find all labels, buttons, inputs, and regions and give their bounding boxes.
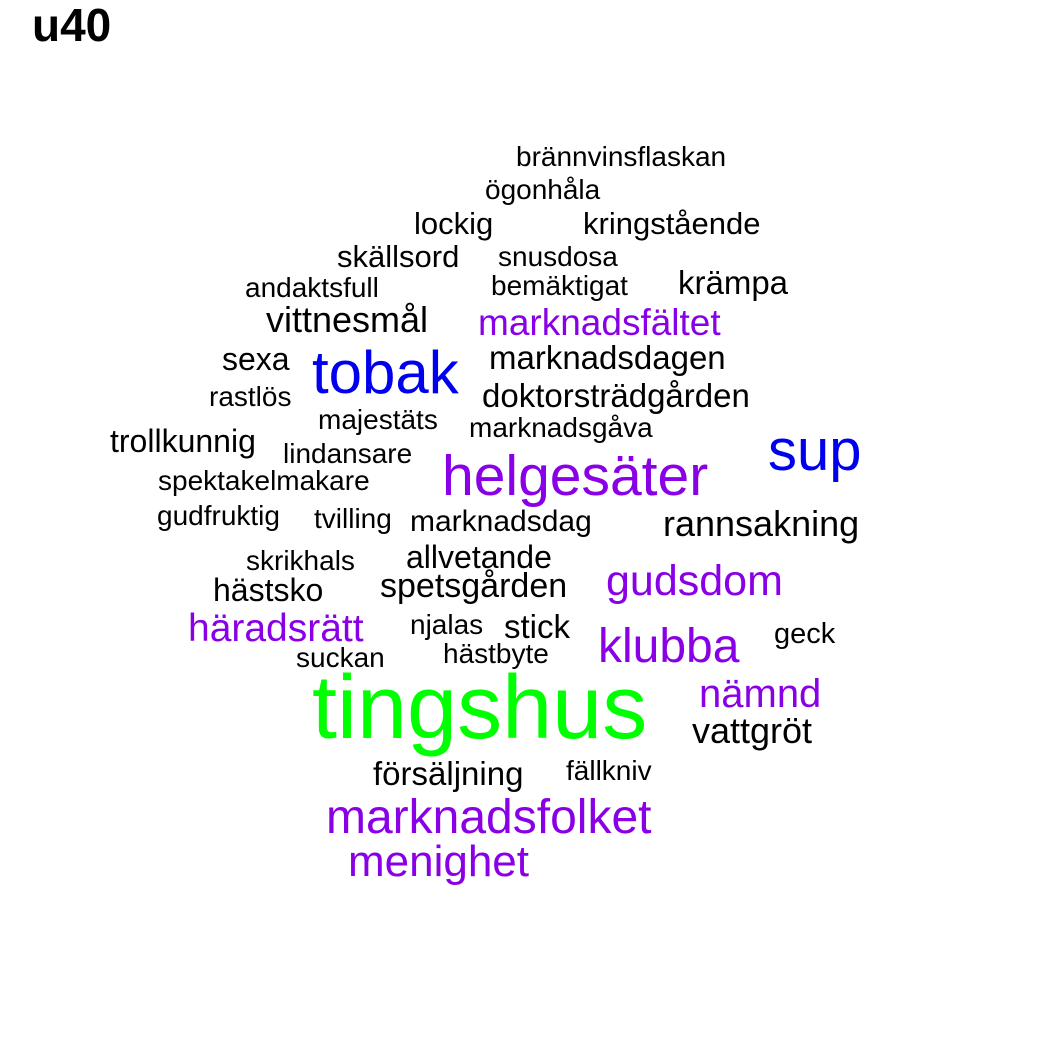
cloud-word: lindansare [283, 438, 413, 469]
cloud-word: gudsdom [606, 557, 783, 605]
cloud-word: spetsgården [380, 567, 568, 605]
cloud-word: skällsord [337, 239, 460, 274]
cloud-word: försäljning [373, 755, 524, 792]
cloud-word: trollkunnig [110, 423, 256, 459]
cloud-word: marknadsfolket [326, 791, 652, 844]
cloud-word: ögonhåla [485, 174, 601, 205]
cloud-word: snusdosa [498, 241, 618, 272]
cloud-word: doktorsträdgården [482, 377, 750, 414]
cloud-word: rannsakning [663, 503, 860, 544]
cloud-word: bemäktigat [491, 270, 628, 301]
cloud-word: tingshus [312, 658, 648, 758]
cloud-word: stick [504, 608, 570, 645]
cloud-word: häradsrätt [188, 607, 364, 650]
cloud-word: lockig [414, 206, 494, 241]
chart-title: u40 [32, 0, 112, 51]
cloud-word: sup [768, 418, 862, 483]
cloud-word: hästbyte [443, 638, 549, 669]
cloud-word: skrikhals [246, 545, 355, 576]
cloud-word: allvetande [406, 539, 552, 575]
cloud-word: vattgröt [692, 710, 813, 751]
cloud-word: marknadsdag [410, 505, 592, 538]
cloud-word: njalas [410, 609, 484, 640]
cloud-word: kringstående [583, 206, 761, 241]
cloud-word: klubba [598, 620, 740, 673]
cloud-word: vittnesmål [266, 299, 429, 340]
cloud-word: helgesäter [442, 444, 709, 508]
cloud-word: andaktsfull [245, 272, 379, 303]
cloud-word: tvilling [314, 503, 392, 534]
cloud-word: marknadsdagen [489, 339, 726, 376]
cloud-word: sexa [222, 341, 290, 377]
cloud-word: marknadsgåva [469, 412, 653, 443]
cloud-word: marknadsfältet [478, 302, 721, 343]
cloud-word: krämpa [678, 264, 789, 301]
cloud-word: geck [774, 618, 836, 650]
cloud-word: hästsko [213, 572, 324, 608]
cloud-word: fällkniv [566, 755, 652, 786]
cloud-word: nämnd [699, 672, 822, 716]
cloud-word: menighet [348, 837, 530, 886]
cloud-word: spektakelmakare [158, 465, 370, 496]
cloud-word: rastlös [209, 381, 292, 412]
cloud-word: majestäts [318, 404, 438, 435]
cloud-word: gudfruktig [157, 500, 280, 531]
cloud-word: brännvinsflaskan [516, 141, 727, 172]
cloud-word: tobak [312, 339, 459, 406]
cloud-word: suckan [296, 642, 385, 673]
